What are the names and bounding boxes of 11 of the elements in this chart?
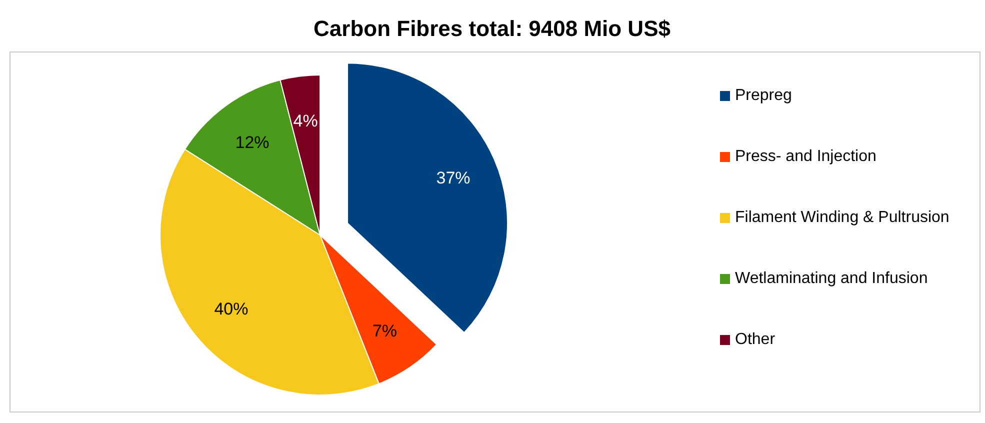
legend-label: Wetlaminating and Infusion: [735, 270, 928, 287]
data-label: 40%: [214, 299, 248, 318]
legend-label: Other: [735, 331, 776, 348]
chart-title: Carbon Fibres total: 9408 Mio US$: [314, 16, 670, 41]
data-label: 37%: [436, 168, 470, 188]
data-label: 7%: [372, 321, 398, 340]
legend-label: Filament Winding & Pultrusion: [735, 209, 950, 226]
data-label: 12%: [235, 132, 270, 152]
data-label: 4%: [293, 112, 318, 131]
legend-label: Prepreg: [735, 87, 792, 104]
legend-label: Press- and Injection: [735, 148, 876, 165]
